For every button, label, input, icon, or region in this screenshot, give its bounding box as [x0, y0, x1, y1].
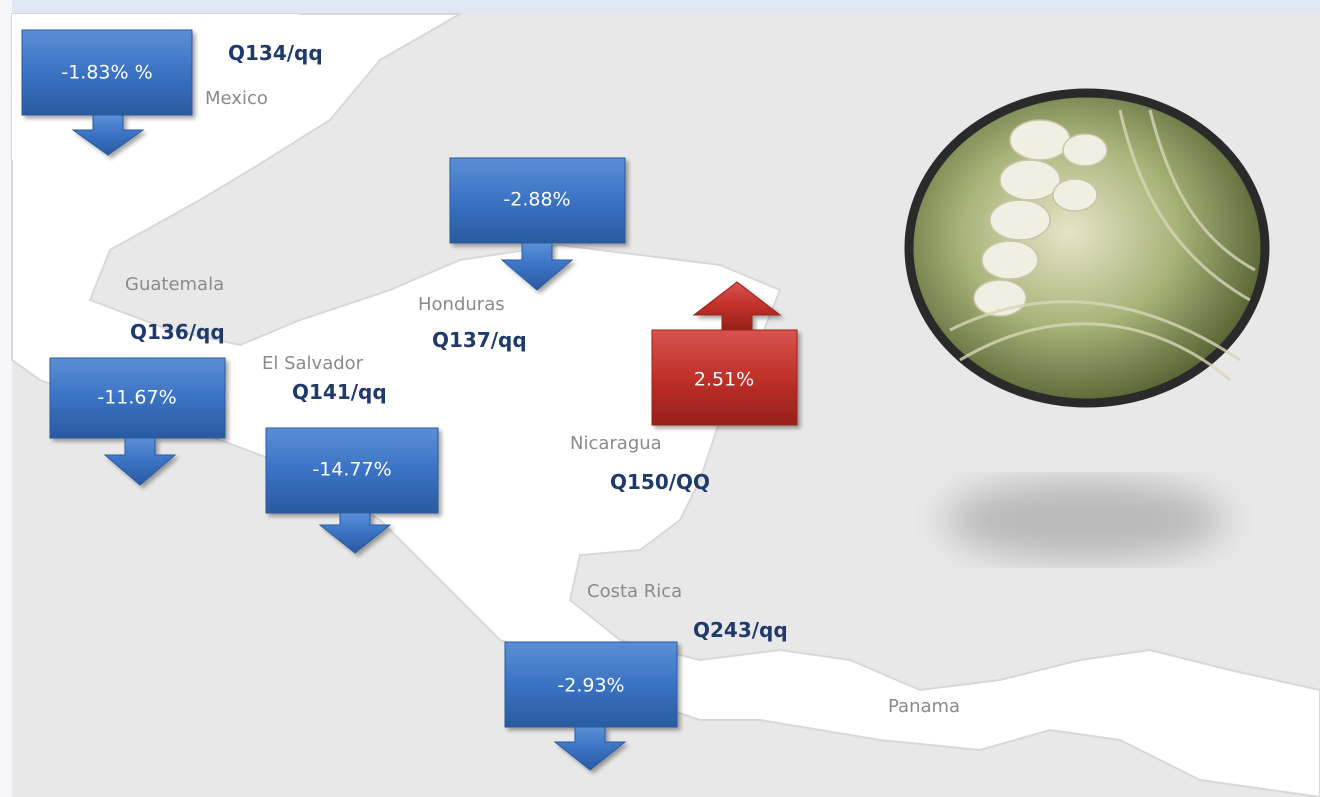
change-label: -2.88% [503, 189, 570, 211]
map-infographic: -1.83% % Q134/qq Mexico Guatemala Q136/q… [0, 0, 1320, 797]
price-label: Q150/QQ [610, 470, 710, 494]
country-label: Panama [888, 696, 960, 717]
change-label: 2.51% [694, 369, 754, 391]
price-label: Q141/qq [292, 380, 387, 404]
page: -1.83% % Q134/qq Mexico Guatemala Q136/q… [0, 0, 1320, 797]
country-label: Costa Rica [587, 581, 682, 602]
price-label: Q134/qq [228, 41, 323, 65]
change-label: -1.83% % [61, 62, 152, 84]
price-label: Q136/qq [130, 320, 225, 344]
country-label: Guatemala [125, 274, 224, 295]
country-label: Nicaragua [570, 433, 662, 454]
change-label: -11.67% [97, 387, 176, 409]
country-label: El Salvador [262, 353, 364, 374]
corn-picture [909, 93, 1265, 403]
top-strip [0, 0, 1320, 14]
change-label: -14.77% [312, 459, 391, 481]
country-label: Honduras [418, 294, 505, 315]
price-label: Q243/qq [693, 618, 788, 642]
country-label: Mexico [205, 88, 268, 109]
change-label: -2.93% [557, 675, 624, 697]
price-label: Q137/qq [432, 328, 527, 352]
picture-shadow [945, 480, 1225, 560]
left-strip [0, 0, 12, 797]
